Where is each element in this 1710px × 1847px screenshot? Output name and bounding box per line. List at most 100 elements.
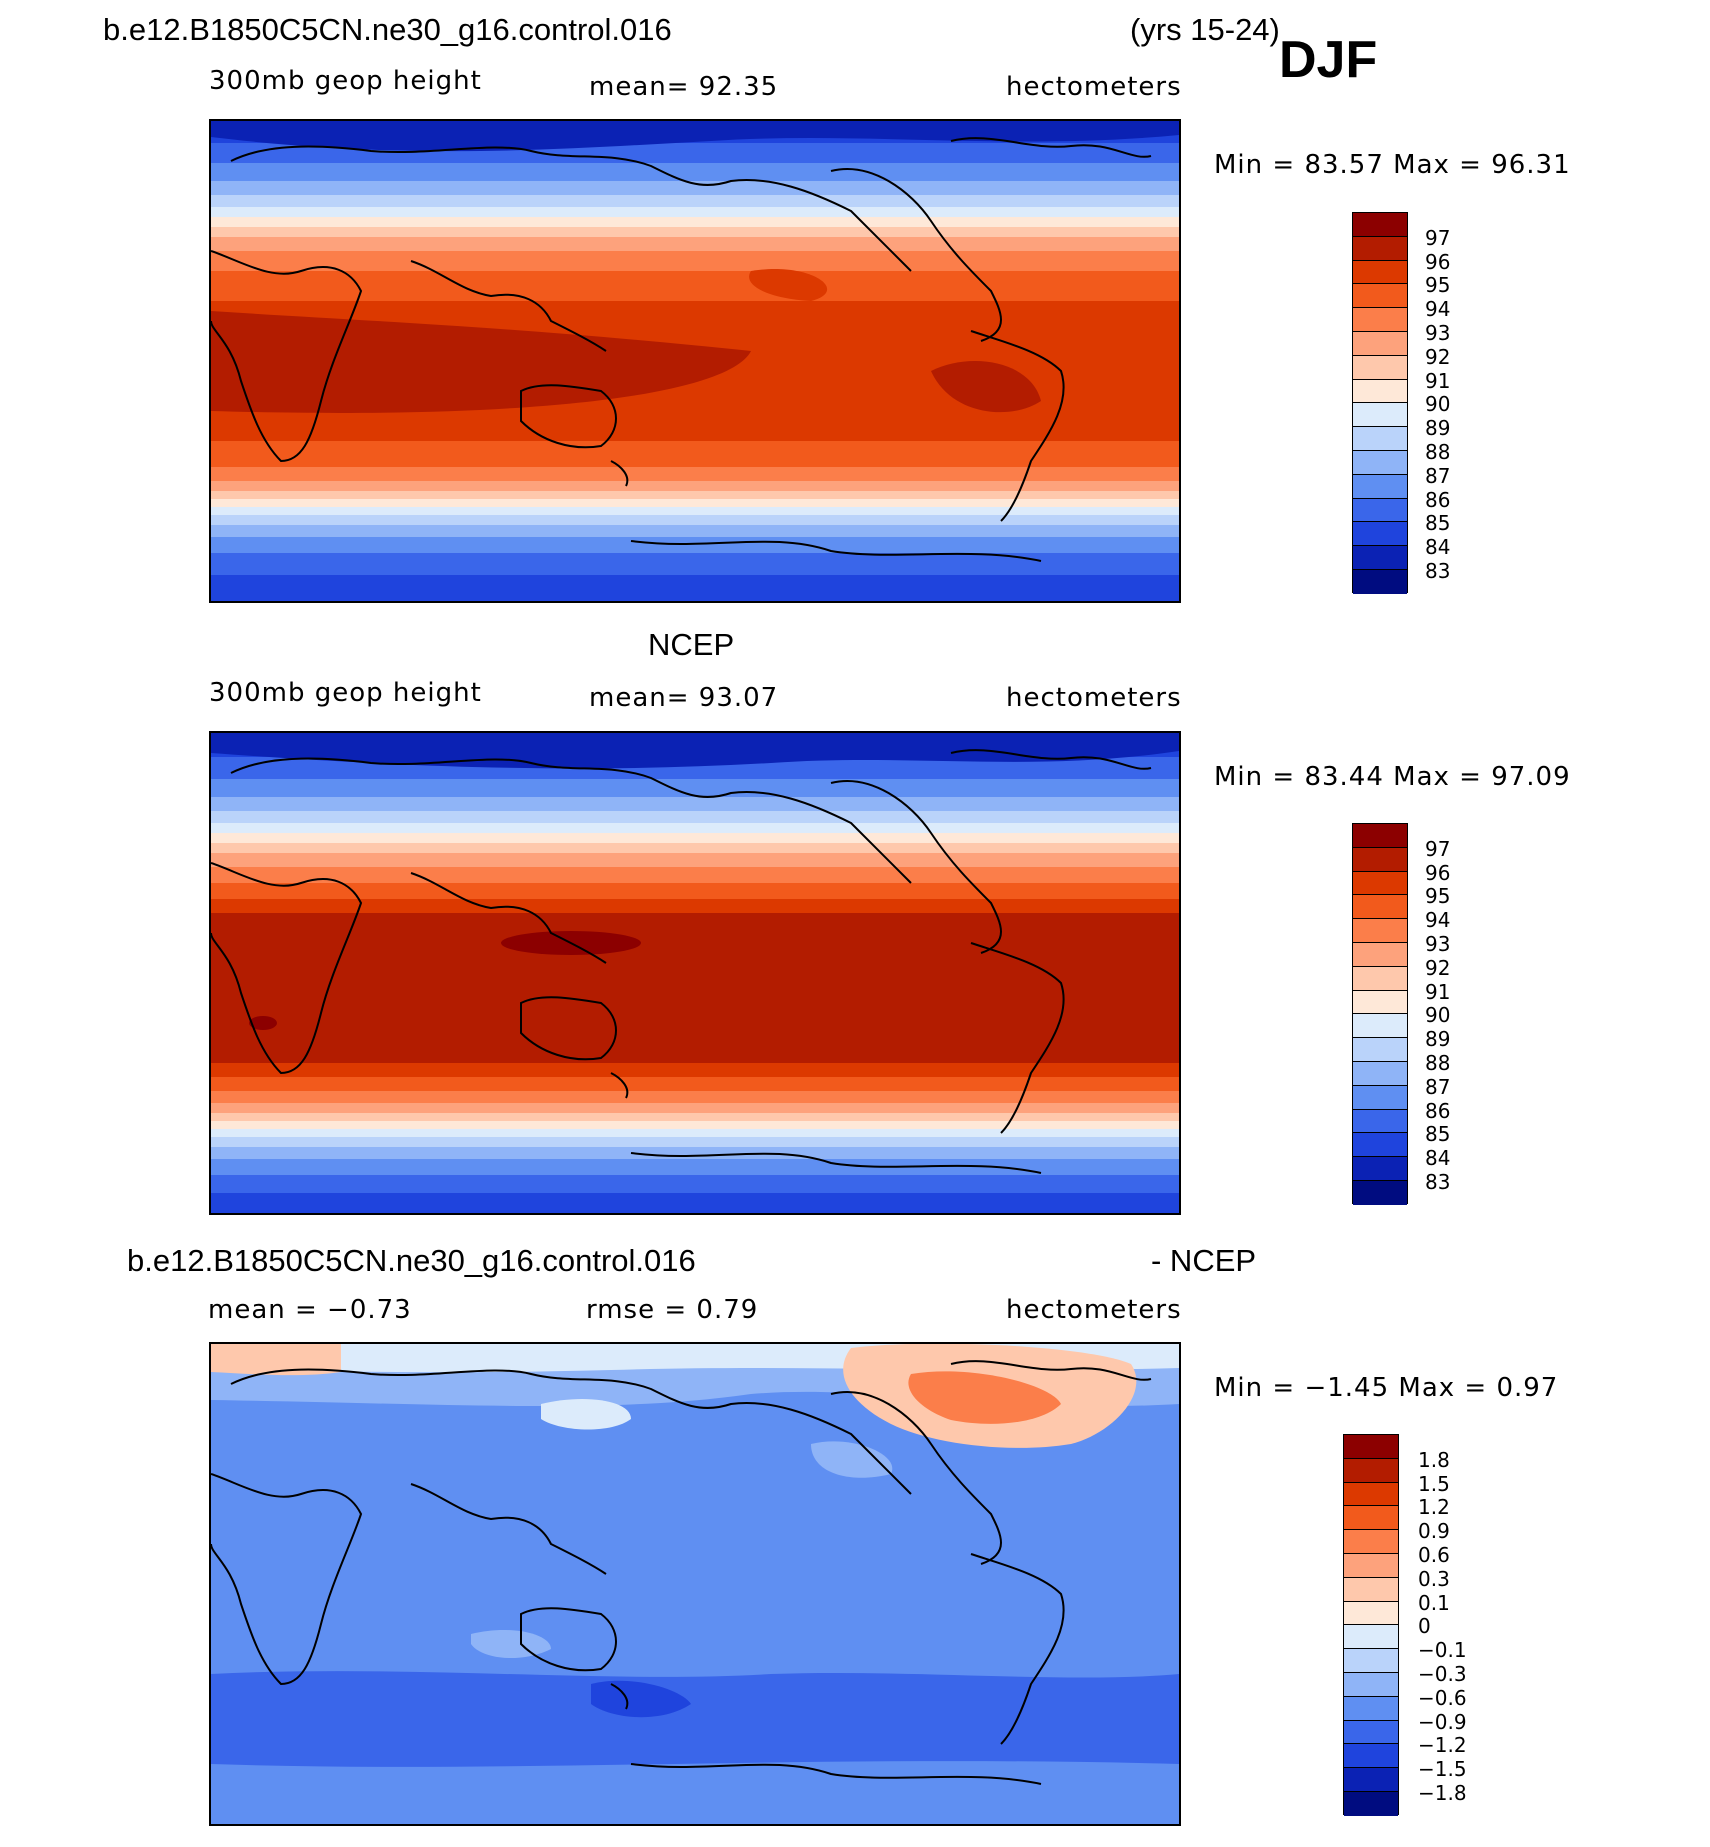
- panel2-title: NCEP: [648, 627, 735, 662]
- colorbar-label: 0.9: [1418, 1519, 1450, 1544]
- panel2-coastlines: [211, 749, 1152, 1174]
- colorbar-swatch: [1353, 284, 1407, 309]
- colorbar-label: 84: [1425, 1146, 1451, 1171]
- colorbar-label: 90: [1425, 1003, 1451, 1028]
- panel2-colorbar: [1352, 823, 1408, 1205]
- colorbar-label: 86: [1425, 487, 1451, 512]
- colorbar-swatch: [1353, 427, 1407, 451]
- panel3-mean: mean = −0.73: [208, 1295, 412, 1325]
- panel3-coastlines: [211, 1360, 1152, 1785]
- colorbar-swatch: [1344, 1482, 1398, 1507]
- panel3-title-right: - NCEP: [1151, 1243, 1257, 1278]
- colorbar-label: 96: [1425, 860, 1451, 885]
- colorbar-label: 87: [1425, 1074, 1451, 1099]
- colorbar-swatch: [1353, 919, 1407, 943]
- colorbar-label: 93: [1425, 932, 1451, 956]
- panel2-variable: 300mb geop height: [209, 678, 482, 708]
- season-label: DJF: [1279, 31, 1378, 89]
- panel1-variable: 300mb geop height: [209, 66, 482, 96]
- colorbar-swatch: [1353, 331, 1407, 356]
- colorbar-label: 85: [1425, 511, 1451, 536]
- colorbar-swatch: [1353, 546, 1407, 570]
- colorbar-label: −1.8: [1418, 1781, 1467, 1805]
- panel2-map: [209, 731, 1181, 1215]
- panel2-mean: mean= 93.07: [589, 683, 779, 713]
- colorbar-label: −0.1: [1418, 1638, 1467, 1663]
- colorbar-swatch: [1353, 379, 1407, 404]
- colorbar-label: −0.3: [1418, 1662, 1467, 1686]
- colorbar-label: 94: [1425, 297, 1451, 322]
- colorbar-swatch: [1353, 966, 1407, 991]
- colorbar-label: 93: [1425, 321, 1451, 345]
- colorbar-swatch: [1353, 847, 1407, 872]
- panel2-minmax: Min = 83.44 Max = 97.09: [1214, 762, 1571, 792]
- colorbar-swatch: [1353, 1157, 1407, 1181]
- colorbar-label: 97: [1425, 836, 1451, 861]
- colorbar-swatch: [1344, 1577, 1398, 1602]
- colorbar-label: 88: [1425, 1051, 1451, 1075]
- colorbar-swatch: [1353, 942, 1407, 967]
- colorbar-swatch: [1353, 308, 1407, 332]
- colorbar-swatch: [1353, 522, 1407, 547]
- colorbar-label: 88: [1425, 440, 1451, 464]
- colorbar-swatch: [1353, 895, 1407, 920]
- colorbar-swatch: [1353, 1061, 1407, 1086]
- colorbar-swatch: [1353, 871, 1407, 896]
- colorbar-label: 95: [1425, 273, 1451, 298]
- colorbar-swatch: [1344, 1458, 1398, 1483]
- colorbar-label: 0.6: [1418, 1543, 1450, 1567]
- colorbar-swatch: [1353, 474, 1407, 499]
- colorbar-label: −1.2: [1418, 1733, 1467, 1758]
- colorbar-label: 87: [1425, 463, 1451, 488]
- panel1-mean: mean= 92.35: [589, 72, 779, 102]
- panel3-map: [209, 1342, 1181, 1826]
- colorbar-swatch: [1344, 1506, 1398, 1531]
- colorbar-label: 83: [1425, 559, 1451, 583]
- colorbar-swatch: [1344, 1530, 1398, 1554]
- colorbar-swatch: [1353, 1014, 1407, 1039]
- colorbar-swatch: [1353, 1085, 1407, 1110]
- colorbar-swatch: [1353, 569, 1407, 594]
- colorbar-label: 83: [1425, 1170, 1451, 1194]
- panel3-colorbar: [1343, 1434, 1399, 1816]
- colorbar-swatch: [1344, 1435, 1398, 1459]
- colorbar-label: 1.8: [1418, 1447, 1450, 1472]
- panel3-rmse: rmse = 0.79: [586, 1295, 759, 1325]
- colorbar-swatch: [1344, 1672, 1398, 1697]
- colorbar-label: 84: [1425, 535, 1451, 560]
- colorbar-swatch: [1353, 213, 1407, 237]
- colorbar-label: 90: [1425, 392, 1451, 417]
- colorbar-label: −0.6: [1418, 1685, 1467, 1710]
- colorbar-label: 86: [1425, 1098, 1451, 1123]
- years-label: (yrs 15-24): [1130, 12, 1280, 47]
- colorbar-swatch: [1353, 403, 1407, 428]
- colorbar-swatch: [1353, 355, 1407, 380]
- colorbar-swatch: [1353, 990, 1407, 1015]
- colorbar-swatch: [1353, 498, 1407, 523]
- colorbar-swatch: [1353, 236, 1407, 261]
- colorbar-swatch: [1353, 450, 1407, 475]
- colorbar-swatch: [1344, 1649, 1398, 1673]
- colorbar-swatch: [1344, 1791, 1398, 1816]
- colorbar-label: −1.5: [1418, 1757, 1467, 1782]
- colorbar-swatch: [1344, 1744, 1398, 1769]
- colorbar-label: 89: [1425, 416, 1451, 441]
- colorbar-label: 91: [1425, 368, 1451, 393]
- panel3-title-left: b.e12.B1850C5CN.ne30_g16.control.016: [127, 1243, 696, 1278]
- panel3-minmax: Min = −1.45 Max = 0.97: [1214, 1373, 1559, 1403]
- colorbar-swatch: [1344, 1601, 1398, 1626]
- panel2-contour-field: [211, 733, 1179, 1213]
- colorbar-label: 1.5: [1418, 1471, 1450, 1496]
- colorbar-swatch: [1353, 1038, 1407, 1062]
- colorbar-label: 96: [1425, 249, 1451, 274]
- colorbar-swatch: [1353, 1133, 1407, 1158]
- colorbar-label: 94: [1425, 908, 1451, 933]
- colorbar-label: 92: [1425, 344, 1451, 369]
- colorbar-swatch: [1344, 1768, 1398, 1792]
- panel1-coastlines: [211, 137, 1152, 562]
- colorbar-label: 89: [1425, 1027, 1451, 1052]
- colorbar-label: 95: [1425, 884, 1451, 909]
- colorbar-swatch: [1344, 1696, 1398, 1721]
- panel1-map: [209, 119, 1181, 603]
- panel2-units: hectometers: [1006, 683, 1182, 713]
